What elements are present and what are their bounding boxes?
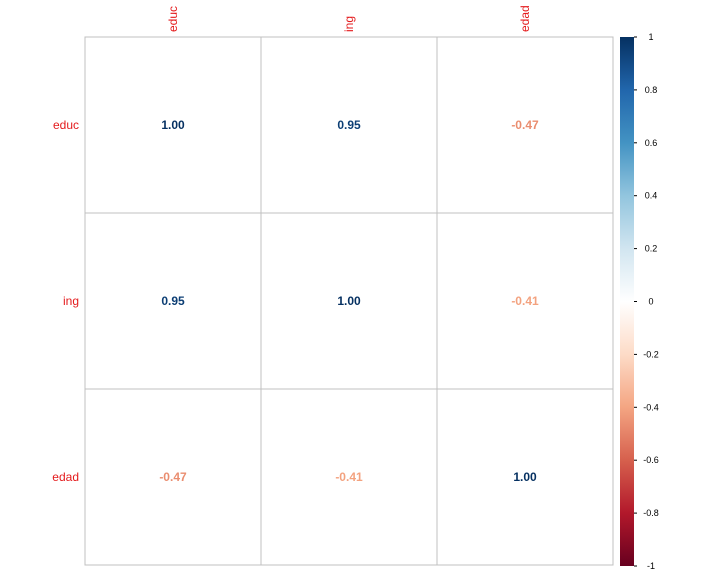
matrix-cell [260,388,438,566]
colorbar-ticks: 1 0.8 0.6 0.4 0.2 0 -0.2 -0.4 -0.6 -0.8 -1 [634,32,659,571]
row-label-educ: educ [53,118,79,132]
colorbar-tick-label: 0.8 [645,85,658,95]
matrix-cell [84,212,262,390]
matrix-cell [436,212,614,390]
colorbar: 1 0.8 0.6 0.4 0.2 0 -0.2 -0.4 -0.6 -0.8 -1 [620,32,659,571]
colorbar-tick-label: -0.4 [643,402,659,412]
row-labels: educ ing edad [52,118,79,484]
cell-value: 1.00 [513,470,537,484]
cell-value: -0.41 [335,470,363,484]
matrix-cell [84,36,262,214]
cell-value: -0.47 [511,118,539,132]
colorbar-tick-label: -0.2 [643,349,659,359]
cell-value: 0.95 [337,118,361,132]
matrix-cell [260,36,438,214]
row-label-edad: edad [52,470,79,484]
colorbar-tick-label: 0.6 [645,138,658,148]
matrix-cell [436,388,614,566]
cell-value: 1.00 [337,294,361,308]
matrix-cell [84,388,262,566]
colorbar-tick-label: -1 [647,561,655,571]
cell-values: 1.00 0.95 -0.47 0.95 1.00 -0.41 -0.47 -0.41 1.00 [159,118,539,484]
colorbar-tick-label: 1 [648,32,653,42]
colorbar-tick-label: 0.2 [645,244,658,254]
cell-value: -0.41 [511,294,539,308]
cell-value: -0.47 [159,470,187,484]
colorbar-tick-label: 0 [648,297,653,307]
colorbar-tick-label: -0.6 [643,455,659,465]
cell-value: 1.00 [161,118,185,132]
colorbar-tick-label: 0.4 [645,191,658,201]
column-labels: educ ing edad [166,5,532,32]
matrix-cell [260,212,438,390]
column-label-ing: ing [342,16,356,32]
colorbar-gradient [620,37,634,566]
row-label-ing: ing [63,294,79,308]
matrix-grid [84,36,614,566]
cell-value: 0.95 [161,294,185,308]
matrix-cell [436,36,614,214]
colorbar-tick-label: -0.8 [643,508,659,518]
column-label-edad: edad [518,5,532,32]
column-label-educ: educ [166,6,180,32]
